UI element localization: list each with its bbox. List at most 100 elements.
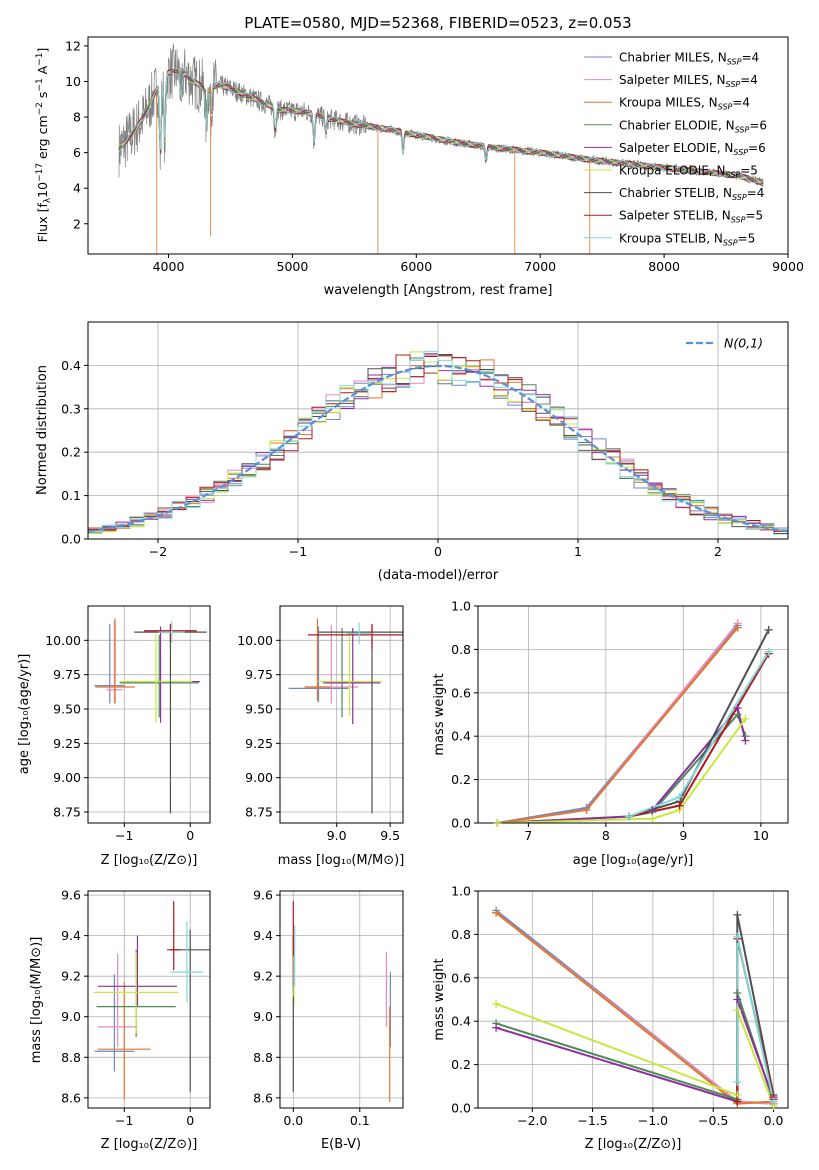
legend-label: N(0,1) [724, 336, 763, 351]
x-tick-label: −1 [115, 828, 133, 843]
axes-frame [477, 605, 789, 824]
y-tick-label: 9.50 [53, 702, 81, 717]
legend-label: Chabrier ELODIE, NSSP=6 [619, 118, 767, 134]
weight-marker [733, 703, 742, 712]
weight-marker [769, 1097, 778, 1106]
y-tick-label: 8.8 [253, 1050, 273, 1065]
y-axis-label: Flux [fλ10−17 erg cm−2 s−1 A−1] [35, 48, 53, 243]
weight-marker [675, 792, 684, 801]
weight-marker [675, 801, 684, 810]
weight-series [628, 629, 770, 818]
x-tick-label: −2.0 [517, 1113, 547, 1128]
y-tick-label: 9.2 [253, 969, 273, 984]
x-axis-label: Z [log₁₀(Z/Z⊙)] [101, 853, 198, 868]
model-spectrum [118, 71, 764, 184]
y-tick-label: 10.00 [237, 633, 273, 648]
y-tick-label: 1.0 [451, 599, 471, 614]
weight-marker [648, 814, 657, 823]
panel-mass_vs_Z: −1 0 8.6 8.8 9.0 9.2 9.4 9.6 Z [log₁₀(Z/Z⊙)] mass… [29, 888, 211, 1152]
plot-area-mass_vs_Z [93, 901, 210, 1100]
y-tick-label: 4 [73, 181, 81, 196]
x-axis-label: Z [log₁₀(Z/Z⊙)] [101, 1137, 198, 1152]
y-tick-label: 0.6 [451, 970, 471, 985]
plot-area-age_vs_mass [288, 618, 403, 814]
y-tick-label: 0.0 [61, 532, 81, 547]
y-tick-label: 8 [73, 110, 81, 125]
y-tick-label: 9.50 [245, 702, 273, 717]
weight-series [736, 936, 775, 1102]
axes-frame [279, 605, 404, 824]
panel-weight_vs_age: 7 8 9 10 0.0 0.2 0.4 0.6 0.8 1.0 age [log₁₀(age/yr… [432, 599, 789, 868]
plot-area-weight_vs_Z [495, 909, 775, 1107]
x-tick-label: 8 [602, 828, 610, 843]
x-tick-label: 9 [679, 828, 687, 843]
panel-residuals: −2 −1 0 1 2 0.0 0.1 0.2 0.3 0.4 N(0,1) (data-model)… [35, 321, 789, 583]
y-tick-label: 8.6 [253, 1090, 273, 1105]
x-tick-label: 0 [434, 544, 442, 559]
weight-marker [733, 995, 742, 1004]
weight-series [495, 911, 774, 1105]
weight-series [497, 624, 739, 823]
legend-label: Salpeter MILES, NSSP=4 [619, 73, 758, 89]
x-tick-label: −1.0 [638, 1113, 668, 1128]
plot-area-age_vs_Z [94, 618, 207, 814]
weight-series [495, 909, 774, 1105]
figure-title: PLATE=0580, MJD=52368, FIBERID=0523, z=0… [244, 14, 631, 32]
x-tick-label: 10 [753, 828, 769, 843]
weight-marker [733, 932, 742, 941]
x-axis-label: wavelength [Angstrom, rest frame] [324, 283, 553, 298]
y-tick-label: 10 [65, 74, 81, 89]
x-axis-label: mass [log₁₀(M/M⊙)] [278, 853, 405, 868]
x-tick-label: 9000 [772, 259, 804, 274]
y-axis-label: mass [log₁₀(M/M⊙)] [29, 937, 44, 1064]
y-tick-label: 8.75 [245, 805, 273, 820]
legend-label: Kroupa MILES, NSSP=4 [619, 96, 750, 112]
y-tick-label: 9.25 [245, 736, 273, 751]
x-tick-label: 7000 [524, 259, 556, 274]
y-axis-label: mass weight [432, 673, 447, 755]
weight-series [495, 999, 775, 1103]
legend-label: Kroupa STELIB, NSSP=5 [619, 231, 755, 247]
y-tick-label: 0.2 [451, 1057, 471, 1072]
x-axis-label: Z [log₁₀(Z/Z⊙)] [585, 1137, 682, 1152]
plot-area-mass_vs_EBV [292, 901, 391, 1102]
weight-marker [741, 736, 750, 745]
y-tick-label: 0.2 [61, 445, 81, 460]
y-axis-label: Normed distribution [35, 365, 50, 495]
weight-marker [741, 714, 750, 723]
y-tick-label: 0.3 [61, 401, 81, 416]
x-tick-label: 9.5 [380, 828, 400, 843]
weight-marker [493, 819, 502, 827]
y-tick-label: 1.0 [451, 884, 471, 899]
weight-series [497, 627, 739, 823]
x-tick-label: −1 [289, 544, 307, 559]
x-tick-label: 0.0 [283, 1113, 303, 1128]
y-tick-label: 9.75 [53, 667, 81, 682]
legend-label: Salpeter STELIB, NSSP=5 [619, 209, 763, 225]
panel-age_vs_Z: −1 0 8.75 9.00 9.25 9.50 9.75 10.00 Z [log₁₀(Z/Z… [17, 605, 211, 868]
legend-label: Chabrier STELIB, NSSP=4 [619, 186, 764, 202]
weight-marker [492, 908, 501, 917]
plot-area-residuals [88, 350, 788, 535]
x-tick-label: 8000 [648, 259, 680, 274]
axes-frame [477, 890, 789, 1109]
plot-area-weight_vs_age [497, 622, 770, 823]
weight-series [495, 992, 775, 1102]
y-tick-label: 9.6 [61, 888, 81, 903]
model-spectrum [118, 68, 764, 184]
y-tick-label: 9.6 [253, 888, 273, 903]
x-tick-label: −2 [149, 544, 167, 559]
x-tick-label: −0.5 [698, 1113, 728, 1128]
y-tick-label: 6 [73, 145, 81, 160]
weight-marker [764, 625, 773, 634]
panel-weight_vs_Z: −2.0 −1.5 −1.0 −0.5 0.0 0.0 0.2 0.4 0.6 0.8 1.0 Z [… [432, 884, 789, 1152]
x-tick-label: 2 [714, 544, 722, 559]
y-tick-label: 10.00 [45, 633, 81, 648]
legend-label: Salpeter ELODIE, NSSP=6 [619, 141, 766, 157]
y-tick-label: 0.6 [451, 685, 471, 700]
weight-series [495, 911, 774, 1105]
weight-marker [625, 812, 634, 821]
y-tick-label: 9.00 [245, 770, 273, 785]
axes-frame [87, 605, 211, 824]
